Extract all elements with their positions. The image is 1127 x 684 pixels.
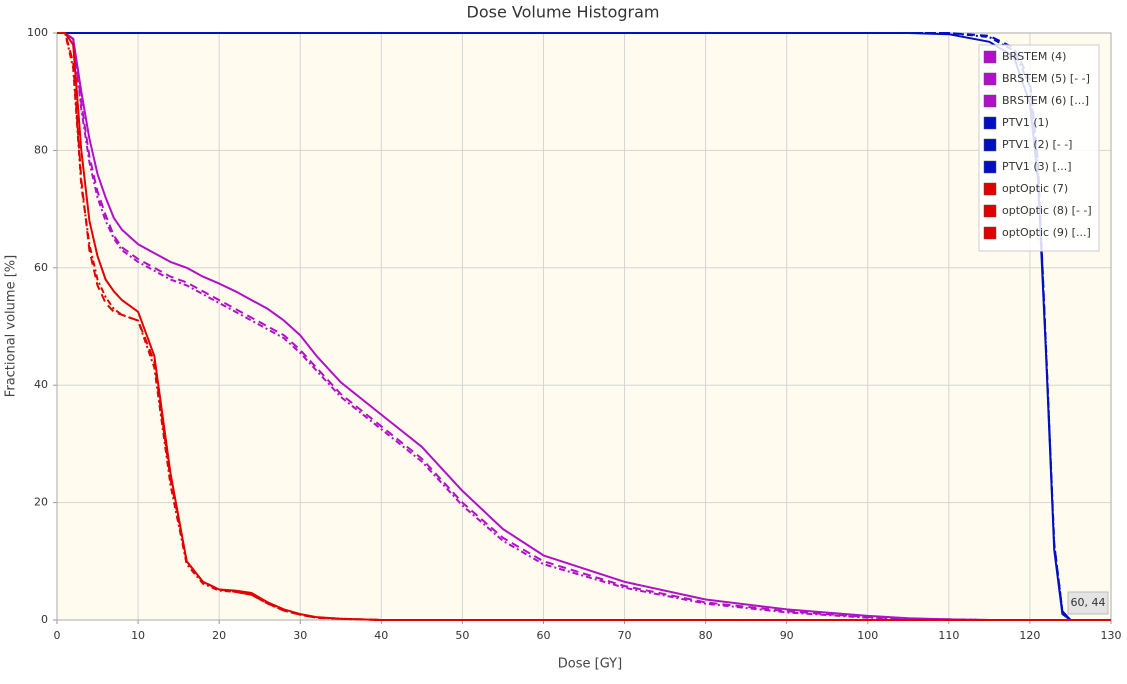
annotation: 60, 44 <box>1067 591 1109 615</box>
legend-box <box>978 44 1100 252</box>
annotation-text: 60, 44 <box>1071 596 1106 609</box>
x-tick-label: 10 <box>131 629 145 642</box>
y-tick-label: 0 <box>41 613 48 626</box>
legend-swatch <box>983 72 997 86</box>
legend-item[interactable]: PTV1 (1) <box>983 116 1049 130</box>
series-line <box>57 32 1111 621</box>
chart-title: Dose Volume Histogram <box>467 3 660 22</box>
legend-swatch <box>983 94 997 108</box>
legend-swatch <box>983 138 997 152</box>
x-tick-label: 90 <box>780 629 794 642</box>
legend-swatch <box>983 204 997 218</box>
legend-label: optOptic (9) [...] <box>1002 226 1091 239</box>
legend: BRSTEM (4) BRSTEM (5) [- -] BRSTEM (6) [..… <box>978 44 1100 252</box>
x-tick-label: 70 <box>618 629 632 642</box>
plot-background <box>57 33 1111 620</box>
legend-label: PTV1 (2) [- -] <box>1002 138 1072 151</box>
y-tick-label: 20 <box>34 496 48 509</box>
legend-label: PTV1 (3) [...] <box>1002 160 1072 173</box>
legend-swatch <box>983 226 997 240</box>
y-axis-title: Fractional volume [%] <box>4 255 19 397</box>
y-tick-label: 80 <box>34 143 48 156</box>
y-tick-label: 60 <box>34 261 48 274</box>
legend-item[interactable]: optOptic (7) <box>983 182 1068 196</box>
y-tick-label: 40 <box>34 378 48 391</box>
y-tick-label: 100 <box>27 26 48 39</box>
series-line <box>57 32 1111 621</box>
x-tick-label: 0 <box>54 629 61 642</box>
x-tick-label: 30 <box>293 629 307 642</box>
x-axis-title: Dose [GY] <box>558 657 622 672</box>
legend-label: BRSTEM (6) [...] <box>1002 94 1089 107</box>
annotation-box <box>1067 591 1109 615</box>
x-tick-label: 100 <box>857 629 878 642</box>
x-tick-label: 110 <box>938 629 959 642</box>
legend-item[interactable]: optOptic (8) [- -] <box>983 204 1092 218</box>
legend-label: PTV1 (1) <box>1002 116 1049 129</box>
series-line <box>57 32 1111 621</box>
legend-label: BRSTEM (4) <box>1002 50 1066 63</box>
x-tick-label: 130 <box>1101 629 1122 642</box>
x-tick-label: 60 <box>536 629 550 642</box>
legend-item[interactable]: BRSTEM (4) <box>983 50 1066 64</box>
x-tick-label: 40 <box>374 629 388 642</box>
legend-item[interactable]: BRSTEM (6) [...] <box>983 94 1089 108</box>
legend-item[interactable]: BRSTEM (5) [- -] <box>983 72 1090 86</box>
legend-swatch <box>983 182 997 196</box>
legend-swatch <box>983 160 997 174</box>
legend-label: optOptic (8) [- -] <box>1002 204 1092 217</box>
legend-item[interactable]: PTV1 (2) [- -] <box>983 138 1072 152</box>
x-tick-label: 20 <box>212 629 226 642</box>
x-tick-label: 80 <box>699 629 713 642</box>
legend-swatch <box>983 50 997 64</box>
legend-label: BRSTEM (5) [- -] <box>1002 72 1090 85</box>
legend-item[interactable]: PTV1 (3) [...] <box>983 160 1072 174</box>
legend-label: optOptic (7) <box>1002 182 1068 195</box>
x-tick-label: 120 <box>1019 629 1040 642</box>
legend-item[interactable]: optOptic (9) [...] <box>983 226 1091 240</box>
x-tick-label: 50 <box>455 629 469 642</box>
legend-swatch <box>983 116 997 130</box>
